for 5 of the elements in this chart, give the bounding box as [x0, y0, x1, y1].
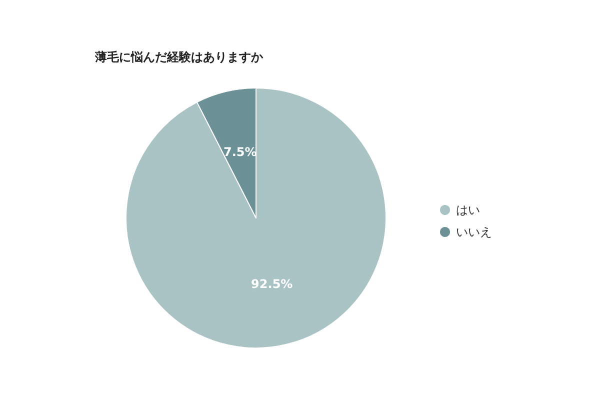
- chart-title: 薄毛に悩んだ経験はありますか: [94, 50, 264, 64]
- legend-label: いいえ: [456, 225, 492, 239]
- legend-label: はい: [456, 203, 480, 217]
- data-label: 92.5%: [251, 277, 293, 292]
- data-label: 7.5%: [223, 144, 257, 159]
